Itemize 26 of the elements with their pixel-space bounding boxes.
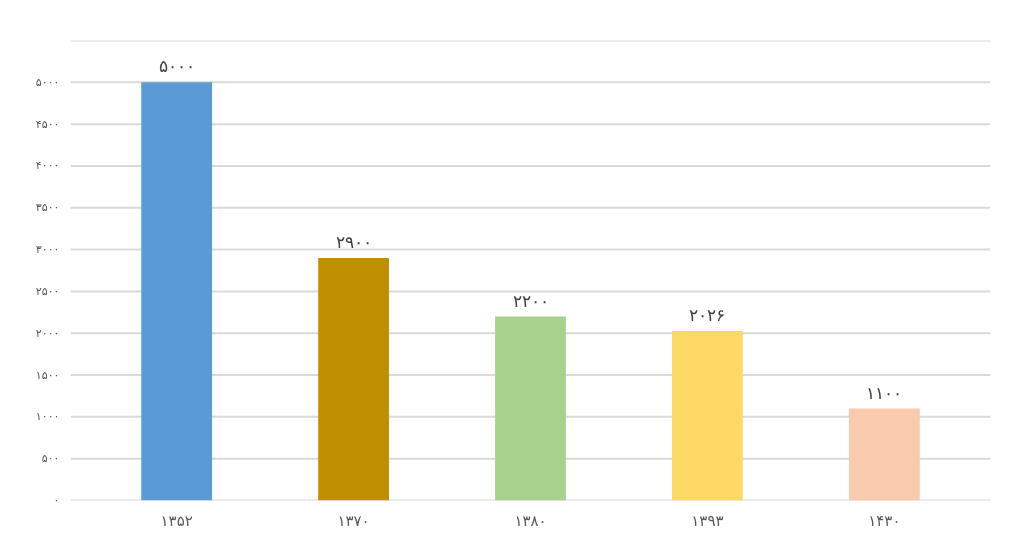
x-tick-label: ۱۳۷۰ bbox=[337, 511, 370, 530]
y-tick-label: ۳۰۰۰ bbox=[35, 243, 60, 257]
y-tick-label: ۴۵۰۰ bbox=[35, 117, 60, 131]
y-tick-label: ۰ bbox=[53, 494, 60, 507]
data-label: ۲۹۰۰ bbox=[335, 232, 372, 252]
data-label: ۱۱۰۰ bbox=[866, 383, 903, 403]
bar bbox=[318, 257, 389, 501]
data-label: ۲۰۲۶ bbox=[689, 306, 726, 326]
y-tick-label: ۵۰۰۰ bbox=[35, 75, 60, 89]
y-tick-label: ۵۰۰ bbox=[41, 452, 60, 466]
bar bbox=[848, 408, 920, 501]
x-tick-label: ۱۴۳۰ bbox=[868, 511, 901, 530]
y-tick-label: ۲۰۰۰ bbox=[35, 326, 60, 340]
y-tick-label: ۱۰۰۰ bbox=[35, 410, 60, 424]
bar bbox=[672, 331, 743, 501]
y-tick-label: ۴۰۰۰ bbox=[35, 159, 60, 173]
bar bbox=[141, 82, 213, 501]
x-tick-label: ۱۳۹۳ bbox=[691, 511, 724, 530]
data-label: ۵۰۰۰ bbox=[158, 57, 195, 77]
x-tick-label: ۱۳۸۰ bbox=[514, 511, 547, 530]
bar bbox=[495, 316, 566, 501]
y-tick-label: ۳۵۰۰ bbox=[35, 201, 60, 215]
y-tick-label: ۲۵۰۰ bbox=[35, 284, 60, 298]
data-label: ۲۲۰۰ bbox=[512, 291, 549, 311]
y-tick-label: ۱۵۰۰ bbox=[35, 368, 60, 382]
x-tick-label: ۱۳۵۲ bbox=[160, 511, 193, 530]
